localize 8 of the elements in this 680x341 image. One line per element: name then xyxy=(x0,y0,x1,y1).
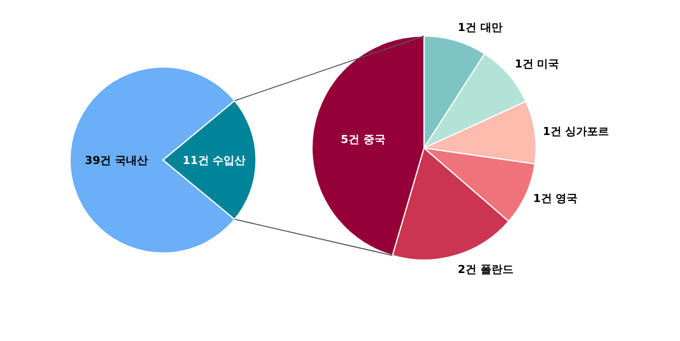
slice-label: 5건 중국 xyxy=(340,133,386,146)
slice-label: 1건 대만 xyxy=(458,20,502,34)
slice-label: 1건 미국 xyxy=(514,57,560,70)
slice-label: 2건 폴란드 xyxy=(458,263,514,276)
slice-label: 1건 영국 xyxy=(533,192,578,205)
slice-label: 11건 수입산 xyxy=(182,154,246,167)
slice-label: 39건 국내산 xyxy=(84,154,148,167)
slice-label: 1건 싱가포르 xyxy=(542,124,610,138)
